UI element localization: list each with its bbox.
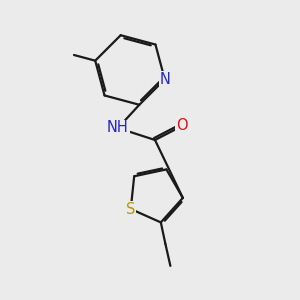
Text: NH: NH xyxy=(107,121,129,136)
Text: O: O xyxy=(176,118,188,134)
Text: N: N xyxy=(159,72,170,87)
Text: S: S xyxy=(126,202,135,217)
